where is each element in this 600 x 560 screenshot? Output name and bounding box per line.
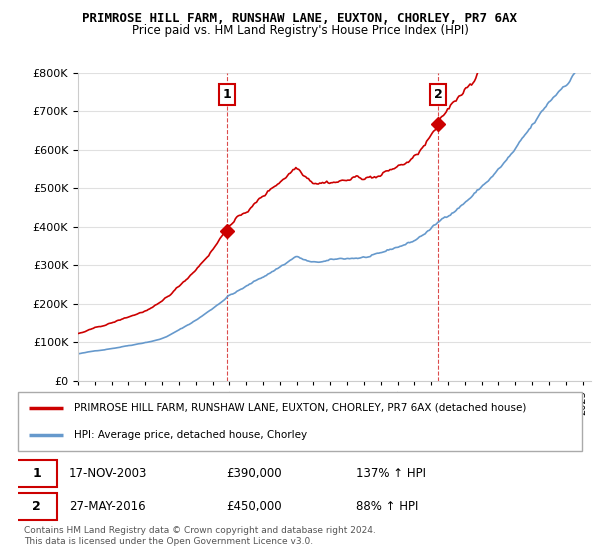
Text: 2: 2 bbox=[434, 88, 442, 101]
FancyBboxPatch shape bbox=[15, 460, 58, 487]
Text: 27-MAY-2016: 27-MAY-2016 bbox=[69, 500, 145, 512]
FancyBboxPatch shape bbox=[18, 392, 582, 451]
Text: 17-NOV-2003: 17-NOV-2003 bbox=[69, 468, 147, 480]
FancyBboxPatch shape bbox=[15, 493, 58, 520]
Text: PRIMROSE HILL FARM, RUNSHAW LANE, EUXTON, CHORLEY, PR7 6AX: PRIMROSE HILL FARM, RUNSHAW LANE, EUXTON… bbox=[83, 12, 517, 25]
Text: HPI: Average price, detached house, Chorley: HPI: Average price, detached house, Chor… bbox=[74, 430, 308, 440]
Text: 88% ↑ HPI: 88% ↑ HPI bbox=[356, 500, 419, 512]
Text: 2: 2 bbox=[32, 500, 41, 512]
Text: £450,000: £450,000 bbox=[227, 500, 283, 512]
Text: £390,000: £390,000 bbox=[227, 468, 283, 480]
Text: PRIMROSE HILL FARM, RUNSHAW LANE, EUXTON, CHORLEY, PR7 6AX (detached house): PRIMROSE HILL FARM, RUNSHAW LANE, EUXTON… bbox=[74, 403, 527, 413]
Text: 137% ↑ HPI: 137% ↑ HPI bbox=[356, 468, 427, 480]
Text: 1: 1 bbox=[32, 468, 41, 480]
Text: Price paid vs. HM Land Registry's House Price Index (HPI): Price paid vs. HM Land Registry's House … bbox=[131, 24, 469, 37]
Text: 1: 1 bbox=[223, 88, 232, 101]
Text: Contains HM Land Registry data © Crown copyright and database right 2024.
This d: Contains HM Land Registry data © Crown c… bbox=[24, 526, 376, 546]
